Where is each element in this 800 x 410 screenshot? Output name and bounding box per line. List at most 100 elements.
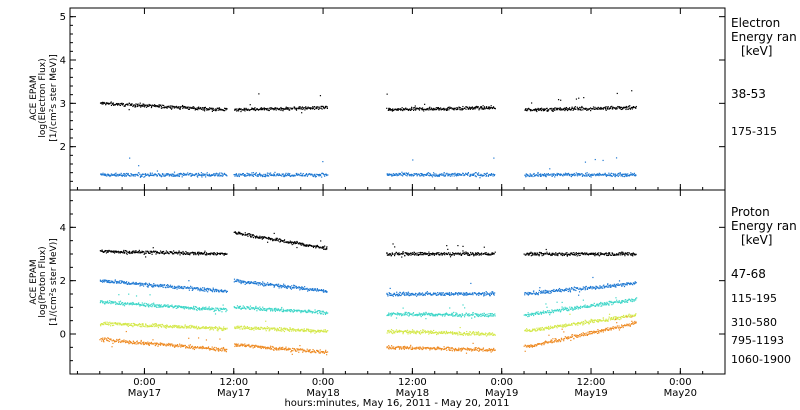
- data-point: [249, 234, 251, 237]
- data-point: [148, 252, 150, 254]
- data-point: [280, 284, 282, 287]
- data-point: [143, 173, 145, 175]
- data-point: [528, 254, 530, 256]
- data-point: [118, 103, 120, 105]
- data-point: [270, 237, 272, 240]
- data-point: [424, 312, 426, 314]
- data-point: [621, 283, 623, 285]
- data-point: [139, 282, 141, 285]
- data-point: [468, 313, 470, 315]
- data-point: [196, 287, 198, 289]
- data-point: [463, 316, 466, 318]
- data-point: [620, 108, 623, 111]
- data-point: [224, 253, 227, 255]
- data-point: [449, 256, 452, 258]
- data-point: [538, 291, 540, 294]
- data-point: [457, 292, 460, 294]
- data-point: [168, 253, 170, 255]
- data-point: [203, 107, 205, 109]
- data-point: [152, 285, 154, 287]
- data-point: [564, 306, 566, 308]
- data-point: [163, 253, 165, 255]
- data-point: [101, 300, 103, 302]
- data-point: [474, 106, 477, 108]
- data-point: [135, 282, 137, 284]
- data-point: [200, 289, 202, 291]
- data-point: [420, 313, 422, 315]
- data-point: [193, 253, 195, 255]
- data-point: [582, 286, 584, 288]
- data-point: [449, 307, 451, 309]
- data-point: [286, 107, 288, 109]
- data-point: [167, 306, 169, 308]
- data-point: [267, 241, 269, 243]
- data-point: [147, 250, 149, 253]
- data-point: [483, 106, 486, 108]
- data-point: [458, 315, 460, 317]
- data-point: [599, 108, 601, 110]
- data-point: [129, 175, 131, 177]
- data-point: [109, 174, 112, 176]
- data-point: [553, 253, 555, 255]
- data-point: [631, 254, 633, 256]
- data-point: [467, 254, 469, 256]
- data-point: [152, 286, 154, 288]
- data-point: [474, 254, 476, 256]
- data-point: [446, 313, 448, 315]
- data-point: [475, 254, 477, 256]
- data-point: [201, 309, 203, 311]
- data-point: [131, 174, 133, 176]
- data-point: [285, 286, 287, 288]
- data-point: [627, 299, 629, 302]
- data-point: [598, 305, 600, 307]
- data-point: [195, 306, 198, 308]
- data-point: [619, 284, 621, 286]
- data-point: [455, 314, 457, 316]
- data-point: [195, 287, 197, 289]
- data-point: [427, 172, 430, 174]
- data-point: [631, 173, 633, 175]
- data-point: [489, 254, 491, 256]
- data-point: [271, 283, 273, 285]
- data-point: [300, 310, 302, 312]
- data-point: [548, 174, 550, 176]
- data-point: [596, 107, 598, 109]
- data-point: [603, 284, 605, 286]
- data-point: [415, 314, 417, 316]
- data-point: [541, 174, 543, 176]
- data-point: [108, 280, 110, 282]
- data-point: [127, 174, 129, 176]
- data-point: [577, 252, 580, 254]
- data-point: [410, 173, 413, 175]
- data-point: [192, 174, 194, 176]
- data-point: [241, 307, 243, 309]
- data-point: [626, 173, 628, 176]
- data-point: [584, 286, 586, 288]
- data-point: [273, 108, 275, 110]
- data-point: [113, 281, 115, 284]
- data-point: [126, 253, 128, 255]
- data-point: [222, 253, 224, 255]
- data-point: [579, 307, 581, 310]
- data-point: [222, 307, 225, 309]
- data-point: [238, 280, 240, 282]
- data-point: [482, 105, 484, 107]
- data-point: [405, 313, 407, 315]
- data-point: [567, 288, 569, 290]
- data-point: [274, 284, 276, 286]
- data-point: [174, 286, 176, 288]
- data-point: [619, 252, 622, 254]
- data-point: [314, 289, 317, 291]
- data-point: [195, 254, 197, 256]
- data-point: [471, 314, 474, 316]
- data-point: [103, 102, 105, 104]
- data-point: [107, 174, 110, 176]
- data-point: [294, 243, 296, 245]
- data-point: [406, 293, 408, 296]
- data-point: [575, 98, 578, 100]
- data-point: [489, 253, 491, 255]
- data-point: [273, 309, 275, 311]
- data-point: [429, 173, 432, 176]
- data-point: [243, 307, 246, 309]
- data-point: [198, 253, 201, 255]
